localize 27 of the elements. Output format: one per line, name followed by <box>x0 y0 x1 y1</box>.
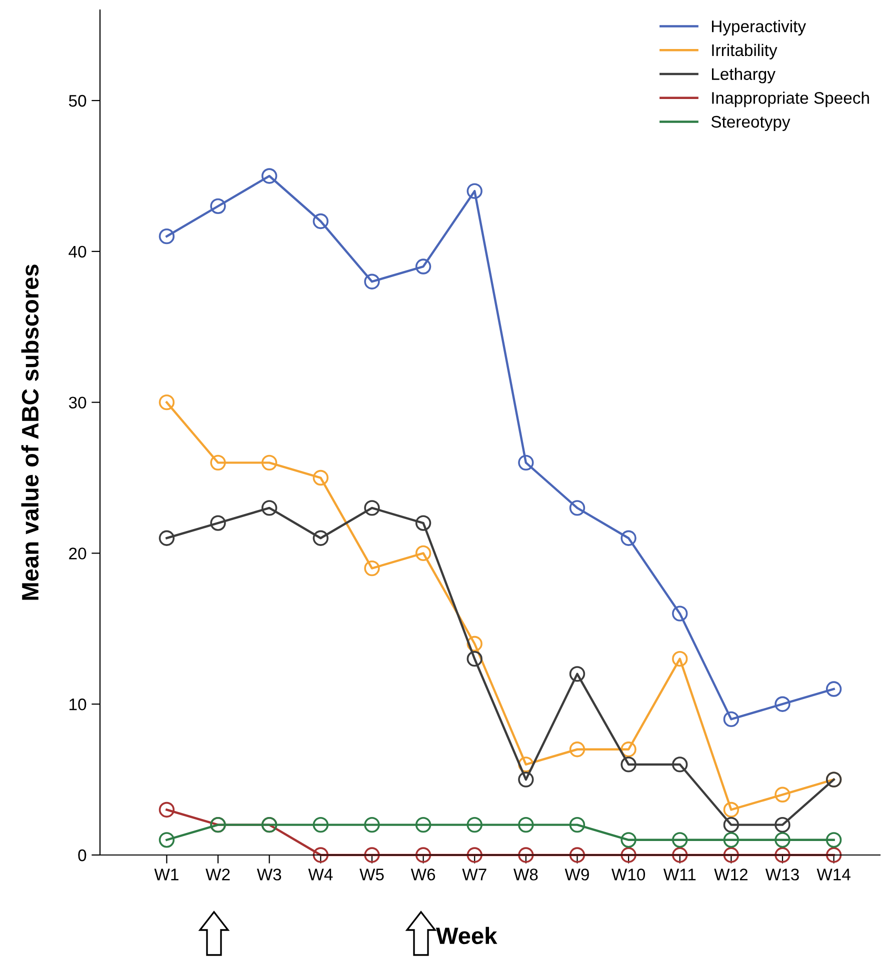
x-tick-label: W9 <box>564 868 589 880</box>
x-tick-label: W7 <box>462 868 486 880</box>
legend-label: Stereotypy <box>711 116 790 132</box>
x-tick-label: W2 <box>206 868 230 880</box>
x-tick-label: W8 <box>513 868 538 880</box>
x-tick-label: W14 <box>816 868 850 880</box>
y-tick-label: 0 <box>78 849 86 862</box>
y-tick-label: 30 <box>68 396 86 409</box>
x-tick-label: W3 <box>256 868 282 880</box>
legend-label: Inappropriate Speech <box>712 92 869 108</box>
y-axis-title: Mean value of ABC subscores <box>21 264 39 600</box>
x-tick-label: W11 <box>663 868 696 880</box>
x-tick-label: W1 <box>154 868 178 880</box>
y-tick-label: 20 <box>69 548 86 560</box>
x-tick-label: W6 <box>410 868 436 880</box>
x-tick-label: W10 <box>611 868 646 880</box>
x-tick-label: W4 <box>308 868 333 880</box>
x-tick-label: W12 <box>714 868 748 880</box>
x-tick-label: W13 <box>765 868 799 880</box>
legend-label: Hyperactivity <box>712 20 806 36</box>
legend-label: Irritability <box>712 44 778 60</box>
x-axis-title: Week <box>436 926 498 944</box>
y-tick-label: 40 <box>68 246 86 258</box>
legend-label: Lethargy <box>712 68 776 84</box>
y-tick-label: 50 <box>68 94 86 107</box>
x-tick-label: W5 <box>360 868 384 880</box>
y-tick-label: 10 <box>70 698 86 710</box>
